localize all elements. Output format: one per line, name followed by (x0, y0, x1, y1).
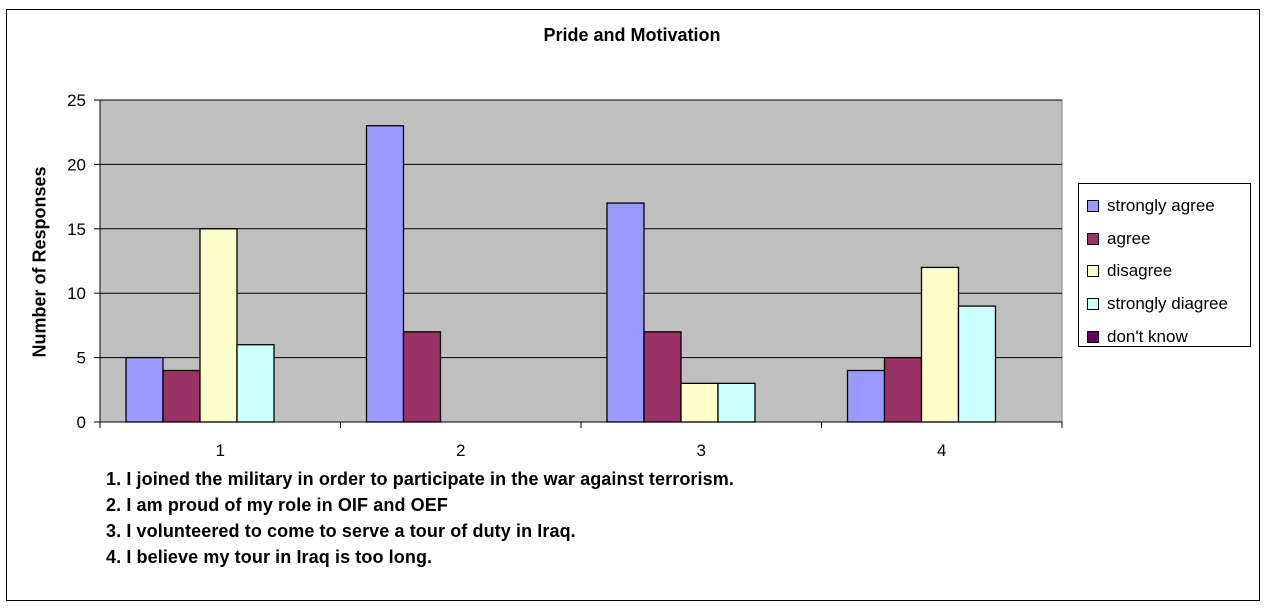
y-tick-label: 5 (77, 349, 86, 368)
legend-label: don't know (1107, 326, 1188, 346)
legend-item: don't know (1079, 320, 1250, 353)
legend-item: strongly agree (1079, 190, 1250, 223)
note-2: 2. I am proud of my role in OIF and OEF (106, 495, 448, 515)
y-tick-label: 20 (67, 155, 86, 174)
bar (199, 228, 238, 423)
bar (920, 266, 960, 423)
y-tick-label: 15 (67, 220, 86, 239)
note-3: 3. I volunteered to come to serve a tour… (106, 521, 576, 541)
question-notes: 1. I joined the military in order to par… (106, 466, 734, 570)
legend-label: disagree (1107, 261, 1173, 281)
bar (957, 305, 997, 423)
y-tick-label: 10 (67, 284, 86, 303)
bar (236, 344, 275, 423)
x-tick-label: 3 (697, 441, 706, 460)
bar (125, 356, 164, 423)
legend-swatch (1087, 232, 1099, 245)
x-tick-label: 1 (216, 441, 225, 460)
legend-swatch (1087, 265, 1099, 278)
legend-swatch (1087, 330, 1099, 343)
bar (717, 382, 756, 423)
legend-item: agree (1079, 223, 1250, 256)
legend-label: strongly diagree (1107, 294, 1228, 314)
legend-label: agree (1107, 228, 1151, 248)
legend-item: disagree (1079, 255, 1250, 288)
note-4: 4. I believe my tour in Iraq is too long… (106, 547, 433, 567)
x-tick-label: 2 (456, 441, 465, 460)
legend-label: strongly agree (1107, 196, 1215, 216)
bar (883, 356, 923, 423)
bar (162, 369, 201, 423)
legend-swatch (1087, 200, 1099, 213)
bar (643, 331, 682, 423)
bar (365, 125, 405, 423)
bar (680, 382, 719, 423)
bar (402, 331, 442, 423)
chart-title: Pride and Motivation (543, 25, 721, 45)
legend-item: strongly diagree (1079, 288, 1250, 321)
legend-swatch (1087, 298, 1099, 311)
x-tick-label: 4 (937, 441, 946, 460)
legend: strongly agree agree disagree strongly diag… (1078, 183, 1251, 347)
bar (606, 202, 645, 423)
bar (846, 369, 886, 423)
note-1: 1. I joined the military in order to par… (106, 469, 734, 489)
y-tick-label: 25 (67, 91, 86, 110)
y-tick-label: 0 (77, 413, 86, 432)
